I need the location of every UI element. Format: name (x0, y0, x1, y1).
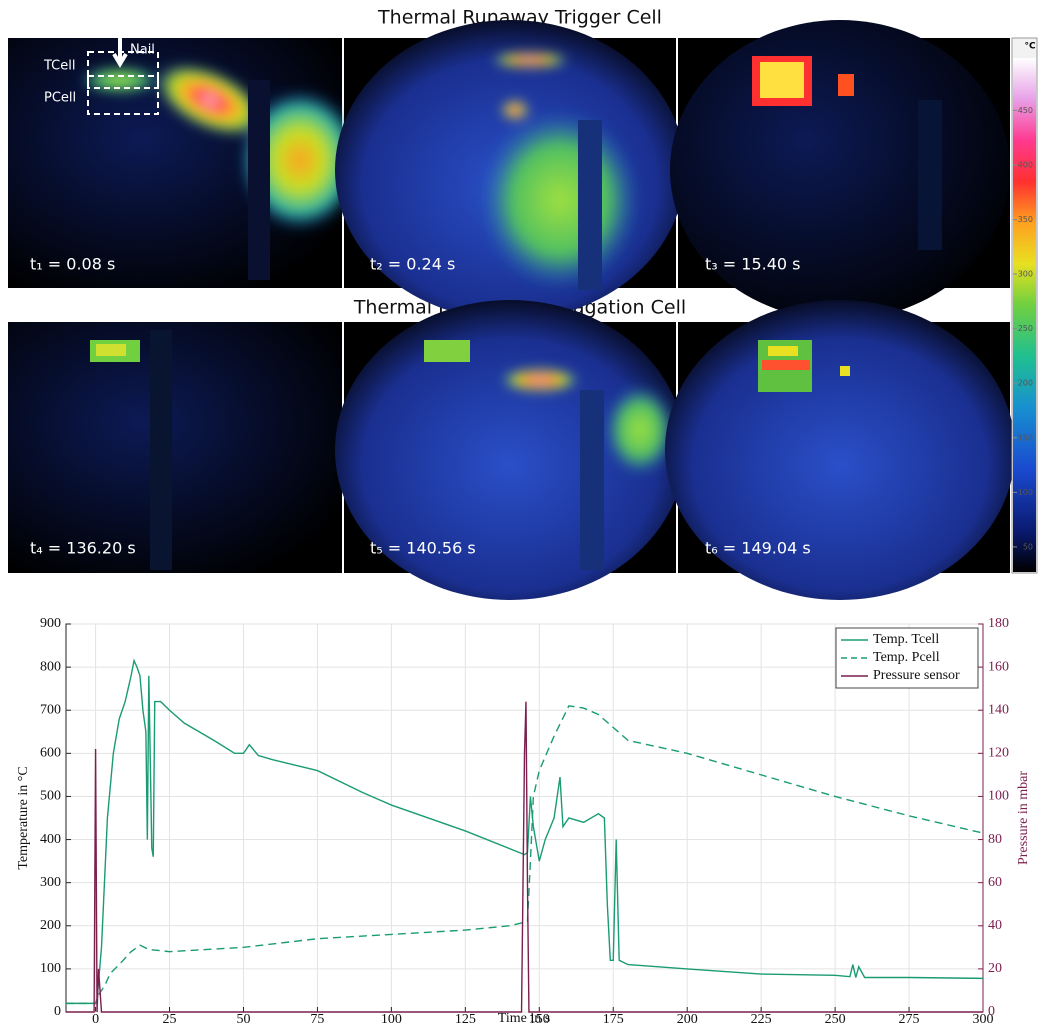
y-tick-label: 400 (40, 832, 61, 847)
y-tick-label: 100 (40, 961, 61, 976)
y2-tick-label: 160 (988, 659, 1009, 674)
colorbar-tick-label: 400 (1018, 160, 1033, 169)
thermal-image (335, 20, 685, 320)
colorbar-tick-label: 100 (1018, 488, 1033, 497)
annotation: Nail (130, 43, 155, 58)
y2-tick-label: 100 (988, 789, 1009, 804)
panel-label: t₂ = 0.24 s (370, 255, 455, 274)
colorbar-tick-label: 300 (1018, 270, 1033, 279)
legend-label: Temp. Pcell (873, 650, 940, 665)
panel-label: t₃ = 15.40 s (705, 255, 801, 274)
thermal-image (670, 20, 1010, 320)
x-tick-label: 50 (236, 1012, 250, 1026)
colorbar (1013, 58, 1036, 572)
x-tick-label: 0 (92, 1012, 99, 1026)
x-tick-label: 25 (163, 1012, 177, 1026)
y-tick-label: 0 (54, 1004, 61, 1019)
data-line (66, 658, 984, 1005)
y-tick-label: 300 (40, 875, 61, 890)
data-line (66, 701, 983, 1013)
y2-tick-label: 140 (988, 702, 1009, 717)
x-tick-label: 200 (677, 1012, 698, 1026)
x-tick-label: 300 (973, 1012, 994, 1026)
y2-axis-label: Pressure in mbar (1016, 771, 1031, 865)
x-axis-label: Time in s (498, 1011, 550, 1026)
y-tick-label: 700 (40, 702, 61, 717)
y2-tick-label: 40 (988, 918, 1002, 933)
y-tick-label: 800 (40, 659, 61, 674)
y2-tick-label: 20 (988, 961, 1002, 976)
panel-label: t₄ = 136.20 s (30, 539, 136, 558)
colorbar-tick-label: 50 (1023, 542, 1033, 551)
x-tick-label: 275 (899, 1012, 920, 1026)
y-axis-label: Temperature in °C (16, 766, 31, 869)
y-tick-label: 900 (40, 616, 61, 631)
y2-tick-label: 80 (988, 832, 1002, 847)
colorbar-unit: °C (1024, 42, 1036, 52)
x-tick-label: 100 (381, 1012, 402, 1026)
y2-tick-label: 60 (988, 875, 1002, 890)
colorbar-tick-label: 200 (1018, 379, 1033, 388)
thermal-image (665, 300, 1015, 600)
y-tick-label: 200 (40, 918, 61, 933)
thermal-image: Nail TCell PCell (8, 38, 360, 288)
thermal-image (335, 300, 685, 600)
panel-label: t₅ = 140.56 s (370, 539, 476, 558)
thermal-image (8, 322, 342, 573)
title-top: Thermal Runaway Trigger Cell (377, 7, 662, 29)
y-tick-label: 500 (40, 789, 61, 804)
panel-label: t₁ = 0.08 s (30, 255, 115, 274)
legend-box (835, 627, 979, 689)
x-tick-label: 125 (455, 1012, 476, 1026)
colorbar-tick-label: 250 (1018, 324, 1033, 333)
legend-label: Pressure sensor (873, 668, 960, 683)
y2-tick-label: 0 (988, 1004, 995, 1019)
legend-label: Temp. Tcell (873, 632, 939, 647)
x-tick-label: 150 (529, 1012, 550, 1026)
panel-label: t₆ = 149.04 s (705, 539, 811, 558)
y2-tick-label: 180 (988, 616, 1009, 631)
x-tick-label: 175 (603, 1012, 624, 1026)
colorbar-tick-label: 350 (1018, 215, 1033, 224)
data-line (66, 705, 984, 1005)
y-tick-label: 600 (40, 746, 61, 761)
x-tick-label: 75 (310, 1012, 324, 1026)
x-tick-label: 250 (825, 1012, 846, 1026)
annotation: TCell (43, 59, 75, 74)
y2-tick-label: 120 (988, 746, 1009, 761)
colorbar-tick-label: 150 (1018, 433, 1033, 442)
annotation: PCell (44, 91, 76, 106)
colorbar-tick-label: 450 (1018, 106, 1033, 115)
x-tick-label: 225 (751, 1012, 772, 1026)
